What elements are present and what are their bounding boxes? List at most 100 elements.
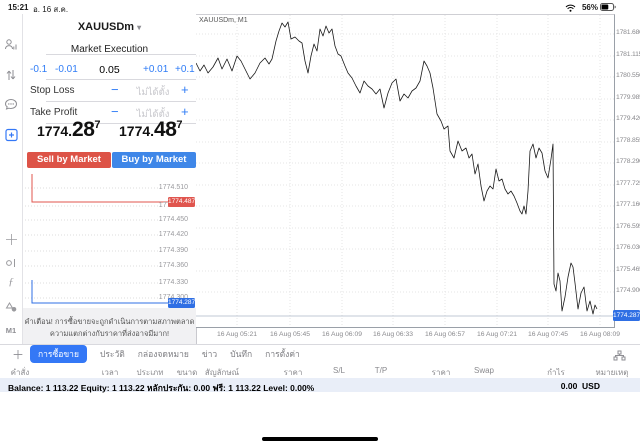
time-axis-label: 16 Aug 06:57	[424, 331, 466, 338]
bottom-tab[interactable]: บันทึก	[230, 348, 253, 359]
symbol-name: XAUUSDm	[77, 21, 135, 33]
volume-stepper: -0.1 -0.01 0.05 +0.01 +0.1	[23, 61, 196, 79]
price-axis-label: 1775.465	[616, 266, 640, 273]
clock: 15:21	[8, 3, 29, 12]
objects-icon[interactable]	[0, 300, 22, 318]
bottom-tab-bar: ＋ การซื้อขาย ประวัติ กล่องจดหมาย ข่าว บันทึก…	[0, 344, 640, 363]
table-column-header: Swap	[473, 366, 495, 375]
price-axis-label: 1774.900	[616, 287, 640, 294]
bottom-tab[interactable]: ข่าว	[201, 348, 218, 359]
bottom-tab[interactable]: กล่องจดหมาย	[137, 348, 189, 359]
bottom-tab[interactable]: การตั้งค่า	[265, 348, 300, 359]
price-chart[interactable]: XAUUSDm, M1	[196, 14, 615, 328]
spread-mini-chart: 1774.510 1774.480 1774.450 1774.420 1774.390…	[23, 172, 196, 308]
volume-value[interactable]: 0.05	[99, 63, 120, 76]
bid-price: 1774.287	[37, 118, 101, 141]
symbol-selector[interactable]: XAUUSDm ▾	[23, 14, 196, 40]
mini-axis-label: 1774.300	[23, 294, 188, 301]
table-column-header: เวลา	[101, 368, 119, 377]
battery-icon	[600, 3, 616, 13]
home-indicator[interactable]	[262, 437, 378, 441]
price-axis-label: 1777.725	[616, 180, 640, 187]
sort-icon[interactable]	[613, 348, 626, 366]
chart-symbol-label: XAUUSDm, M1	[199, 17, 248, 24]
time-axis-label: 16 Aug 08:09	[579, 331, 621, 338]
quotes-icon[interactable]	[0, 38, 22, 57]
quote-prices: 1774.287 1774.487	[23, 115, 196, 143]
price-axis-label: 1781.115	[616, 51, 640, 58]
table-column-header: ขนาด	[176, 368, 198, 377]
bid-price-badge: 1774.287	[168, 298, 196, 308]
volume-dec-small-button[interactable]: -0.01	[55, 64, 78, 75]
account-summary-row: Balance: 1 113.22 Equity: 1 113.22 หลักป…	[0, 378, 640, 393]
table-column-header: คำสั่ง	[10, 368, 30, 377]
time-axis-label: 16 Aug 06:33	[372, 331, 414, 338]
stop-loss-field[interactable]: ไม่ได้ตั้ง	[136, 87, 170, 98]
stop-loss-label: Stop Loss	[30, 85, 75, 96]
execution-warning: คำเตือน! การซื้อขายจะถูกดำเนินการตามสภาพ…	[23, 308, 196, 348]
table-column-header: กำไร	[547, 368, 565, 377]
current-price-badge: 1774.287	[613, 310, 640, 321]
price-axis-label: 1779.985	[616, 94, 640, 101]
bottom-tab[interactable]: ประวัติ	[99, 348, 125, 359]
mini-axis-label: 1774.360	[158, 262, 188, 269]
price-axis-label: 1776.030	[616, 244, 640, 251]
buy-button[interactable]: Buy by Market	[112, 152, 196, 168]
new-order-icon[interactable]	[0, 128, 22, 147]
function-icon[interactable]: ƒ	[8, 276, 14, 288]
time-axis-label: 16 Aug 05:45	[269, 331, 311, 338]
chart-canvas	[196, 15, 614, 327]
price-axis-label: 1778.855	[616, 137, 640, 144]
take-profit-row: Take Profit − ไม่ได้ตั้ง +	[23, 101, 196, 123]
orders-table-header: คำสั่ง เวลา ประเภท ขนาด สัญลักษณ์ ราคา S/L T/P ร…	[0, 362, 640, 378]
price-axis-label: 1777.160	[616, 201, 640, 208]
take-profit-field[interactable]: ไม่ได้ตั้ง	[136, 109, 170, 120]
mini-axis-label: 1774.480	[23, 202, 188, 209]
time-axis-label: 16 Aug 07:45	[527, 331, 569, 338]
price-axis-label: 1779.420	[616, 115, 640, 122]
balance-summary: Balance: 1 113.22 Equity: 1 113.22 หลักป…	[8, 383, 315, 393]
time-axis-label: 16 Aug 05:21	[216, 331, 258, 338]
chevron-down-icon: ▾	[137, 23, 142, 32]
trade-icon[interactable]	[0, 68, 22, 87]
crosshair-icon[interactable]	[0, 233, 22, 251]
account-profit: 0.00 USD	[560, 381, 600, 391]
table-column-header: T/P	[374, 366, 388, 375]
time-axis[interactable]: 16 Aug 05:21 16 Aug 05:45 16 Aug 06:09 16 A…	[196, 331, 626, 341]
chat-icon[interactable]	[0, 98, 22, 116]
mini-axis-label: 1774.450	[158, 216, 188, 223]
volume-inc-small-button[interactable]: +0.01	[143, 64, 169, 75]
mini-axis-label: 1774.420	[158, 231, 188, 238]
take-profit-minus-button[interactable]: −	[111, 104, 119, 119]
volume-inc-big-button[interactable]: +0.1	[175, 64, 195, 75]
stop-loss-plus-button[interactable]: +	[181, 82, 189, 97]
table-column-header: ราคา	[283, 368, 303, 377]
status-date: อ. 16 ส.ค.	[33, 5, 69, 14]
price-axis[interactable]: 1781.680 1781.115 1780.550 1779.985 1779.420…	[613, 14, 640, 326]
table-column-header: สัญลักษณ์	[204, 368, 240, 377]
mini-chart-canvas	[25, 174, 169, 304]
sell-button[interactable]: Sell by Market	[27, 152, 111, 168]
price-axis-label: 1780.550	[616, 72, 640, 79]
ask-price: 1774.487	[119, 118, 183, 141]
table-column-header: S/L	[332, 366, 346, 375]
order-panel: XAUUSDm ▾ Market Execution -0.1 -0.01 0.…	[23, 14, 219, 361]
time-axis-label: 16 Aug 07:21	[476, 331, 518, 338]
price-axis-label: 1776.595	[616, 223, 640, 230]
table-column-header: หมายเหตุ	[595, 368, 629, 377]
stop-loss-minus-button[interactable]: −	[111, 82, 119, 97]
stop-loss-row: Stop Loss − ไม่ได้ตั้ง +	[23, 79, 196, 101]
status-bar: 15:21 อ. 16 ส.ค. 56%	[0, 0, 640, 14]
indicators-icon[interactable]	[0, 256, 22, 274]
timeframe-button[interactable]: M1	[5, 326, 17, 335]
take-profit-label: Take Profit	[30, 107, 78, 118]
take-profit-plus-button[interactable]: +	[181, 104, 189, 119]
price-axis-label: 1778.290	[616, 158, 640, 165]
add-tab-icon[interactable]: ＋	[12, 348, 25, 362]
ask-price-badge: 1774.487	[168, 197, 196, 207]
price-axis-label: 1781.680	[616, 29, 640, 36]
bottom-tab[interactable]: การซื้อขาย	[30, 344, 87, 363]
volume-dec-big-button[interactable]: -0.1	[30, 64, 48, 75]
battery-percent: 56%	[581, 3, 598, 12]
